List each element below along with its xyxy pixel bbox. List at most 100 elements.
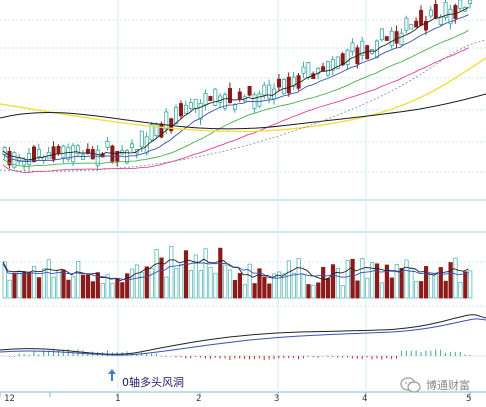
volume-bar bbox=[399, 267, 404, 299]
x-tick-label: 5 bbox=[466, 394, 472, 404]
watermark: 博通财富 bbox=[400, 376, 470, 394]
volume-bar bbox=[262, 276, 267, 299]
candle-body bbox=[174, 106, 179, 124]
candle-body bbox=[223, 94, 228, 109]
candle-body bbox=[267, 84, 272, 99]
macd-dif-line bbox=[0, 314, 486, 355]
candle-body bbox=[453, 5, 458, 19]
candle-body bbox=[81, 154, 86, 160]
volume-bar bbox=[325, 277, 331, 299]
candle-body bbox=[345, 49, 350, 65]
candle-body bbox=[66, 146, 71, 160]
volume-bar bbox=[409, 268, 414, 299]
volume-bar bbox=[85, 274, 91, 299]
ma20-line bbox=[2, 29, 469, 167]
volume-bar bbox=[311, 284, 316, 299]
volume-bar bbox=[129, 268, 135, 299]
candle-body bbox=[90, 149, 95, 160]
candle-body bbox=[262, 84, 267, 96]
volume-bar bbox=[213, 272, 218, 299]
volume-bar bbox=[12, 272, 17, 299]
candle-body bbox=[350, 42, 355, 53]
candle-body bbox=[247, 86, 252, 96]
volume-bar bbox=[321, 266, 326, 299]
volume-bar bbox=[61, 269, 66, 299]
volume-bar bbox=[134, 264, 140, 299]
volume-bar bbox=[379, 282, 385, 299]
volume-bar bbox=[2, 261, 7, 299]
candle-body bbox=[399, 32, 404, 46]
candle-body bbox=[227, 87, 232, 104]
volume-bar bbox=[448, 262, 453, 299]
price-panel bbox=[2, 0, 473, 172]
volume-bar bbox=[120, 282, 125, 299]
chart-grid bbox=[0, 0, 486, 397]
volume-bar bbox=[174, 268, 179, 299]
candle-body bbox=[340, 53, 345, 66]
volume-bar bbox=[90, 281, 95, 299]
volume-bar bbox=[193, 254, 198, 299]
volume-bar bbox=[384, 264, 390, 299]
volume-bar bbox=[419, 281, 424, 299]
candle-body bbox=[144, 136, 149, 154]
volume-bar bbox=[139, 271, 144, 299]
x-tick-label: 1 bbox=[115, 394, 121, 404]
volume-bar bbox=[125, 273, 130, 299]
volume-bar bbox=[100, 283, 105, 299]
candle-body bbox=[389, 30, 394, 47]
candle-body bbox=[438, 16, 443, 25]
volume-bar bbox=[414, 281, 419, 299]
candle-body bbox=[423, 20, 428, 31]
volume-bar bbox=[394, 264, 399, 299]
volume-bar bbox=[232, 280, 238, 299]
volume-bar bbox=[183, 250, 189, 299]
volume-bar bbox=[276, 271, 282, 299]
candle-body bbox=[208, 96, 213, 102]
candle-body bbox=[203, 93, 208, 106]
volume-bar bbox=[252, 283, 257, 299]
candle-body bbox=[149, 124, 154, 141]
volume-bar bbox=[95, 272, 100, 299]
volume-bar bbox=[203, 248, 208, 299]
volume-bar bbox=[178, 264, 184, 299]
volume-bar bbox=[17, 270, 22, 299]
candle-body bbox=[281, 78, 286, 94]
candle-body bbox=[51, 146, 56, 160]
volume-bar bbox=[404, 259, 409, 299]
volume-bar bbox=[144, 266, 149, 299]
volume-bar bbox=[291, 272, 296, 299]
volume-bar bbox=[218, 247, 223, 299]
candle-body bbox=[286, 76, 291, 94]
volume-bar bbox=[453, 257, 458, 299]
volume-bar bbox=[81, 274, 86, 299]
volume-bar bbox=[66, 279, 71, 299]
candle-body bbox=[164, 111, 169, 130]
candle-body bbox=[335, 56, 340, 69]
volume-bar bbox=[468, 270, 473, 299]
volume-bar bbox=[242, 284, 247, 299]
watermark-text: 博通财富 bbox=[426, 379, 470, 392]
volume-bar bbox=[306, 284, 311, 299]
volume-bar bbox=[345, 260, 350, 299]
ma60-line bbox=[0, 57, 486, 133]
candle-body bbox=[218, 95, 223, 103]
candle-body bbox=[458, 0, 463, 10]
candle-body bbox=[36, 148, 41, 157]
candle-body bbox=[414, 20, 419, 28]
ma5-line bbox=[2, 6, 469, 161]
volume-bar bbox=[330, 264, 336, 299]
ma30-line bbox=[2, 47, 469, 173]
candle-body bbox=[409, 23, 414, 30]
volume-bar bbox=[27, 271, 32, 299]
volume-bar bbox=[272, 273, 277, 299]
candle-body bbox=[468, 0, 473, 4]
volume-bar bbox=[340, 285, 345, 299]
moving-average-lines bbox=[0, 6, 486, 173]
volume-bar bbox=[188, 270, 193, 299]
volume-bar bbox=[56, 269, 61, 299]
volume-bar bbox=[433, 273, 439, 299]
wechat-logo-icon bbox=[400, 377, 421, 393]
candle-body bbox=[276, 78, 281, 88]
volume-bar bbox=[443, 280, 448, 299]
